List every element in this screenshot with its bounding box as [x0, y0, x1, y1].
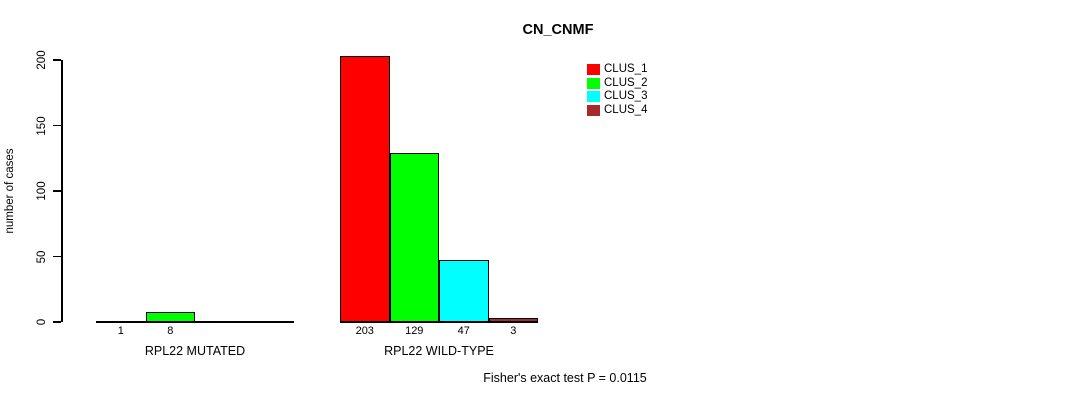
y-tick-label: 200 — [36, 50, 48, 70]
bar-clus_2-2 — [389, 153, 439, 322]
legend-swatch-clus_1 — [587, 64, 600, 75]
y-axis-label: number of cases — [4, 148, 16, 234]
legend-label-clus_4: CLUS_4 — [604, 103, 648, 116]
y-tick-label: 50 — [36, 250, 48, 263]
bar-value-label: 3 — [510, 325, 517, 337]
bar-clus_1-2 — [340, 56, 390, 322]
y-tick-label: 0 — [36, 318, 48, 326]
legend-swatch-clus_3 — [587, 91, 600, 102]
bar-value-label: 129 — [405, 325, 424, 337]
legend-label-clus_2: CLUS_2 — [604, 76, 648, 89]
bar-value-label: 47 — [457, 325, 470, 337]
y-tick-mark — [53, 59, 61, 61]
bar-clus_1-1 — [96, 320, 146, 323]
category-label: RPL22 MUTATED — [144, 344, 246, 358]
bar-value-label: 1 — [117, 325, 124, 337]
bar-clus_4-2 — [488, 318, 538, 322]
bar-value-label: 8 — [167, 325, 174, 337]
y-tick-mark — [53, 124, 61, 127]
y-tick-mark — [53, 255, 61, 258]
legend-swatch-clus_4 — [587, 104, 600, 116]
y-tick-label: 150 — [36, 115, 48, 136]
y-tick-mark — [53, 190, 61, 192]
chart-title: CN_CNMF — [522, 22, 594, 38]
bar-clus_2-1 — [145, 311, 195, 322]
legend-label-clus_1: CLUS_1 — [604, 63, 648, 75]
y-axis-line — [61, 60, 63, 322]
legend-swatch-clus_2 — [587, 77, 600, 89]
y-tick-label: 100 — [36, 181, 48, 201]
y-tick-mark — [53, 321, 61, 323]
fisher-test-annotation: Fisher's exact test P = 0.0115 — [483, 371, 647, 385]
category-label: RPL22 WILD-TYPE — [384, 344, 494, 358]
bar-value-label: 203 — [355, 325, 374, 337]
group-baseline — [96, 320, 294, 323]
bar-clus_3-2 — [439, 260, 489, 322]
legend-label-clus_3: CLUS_3 — [604, 90, 648, 102]
